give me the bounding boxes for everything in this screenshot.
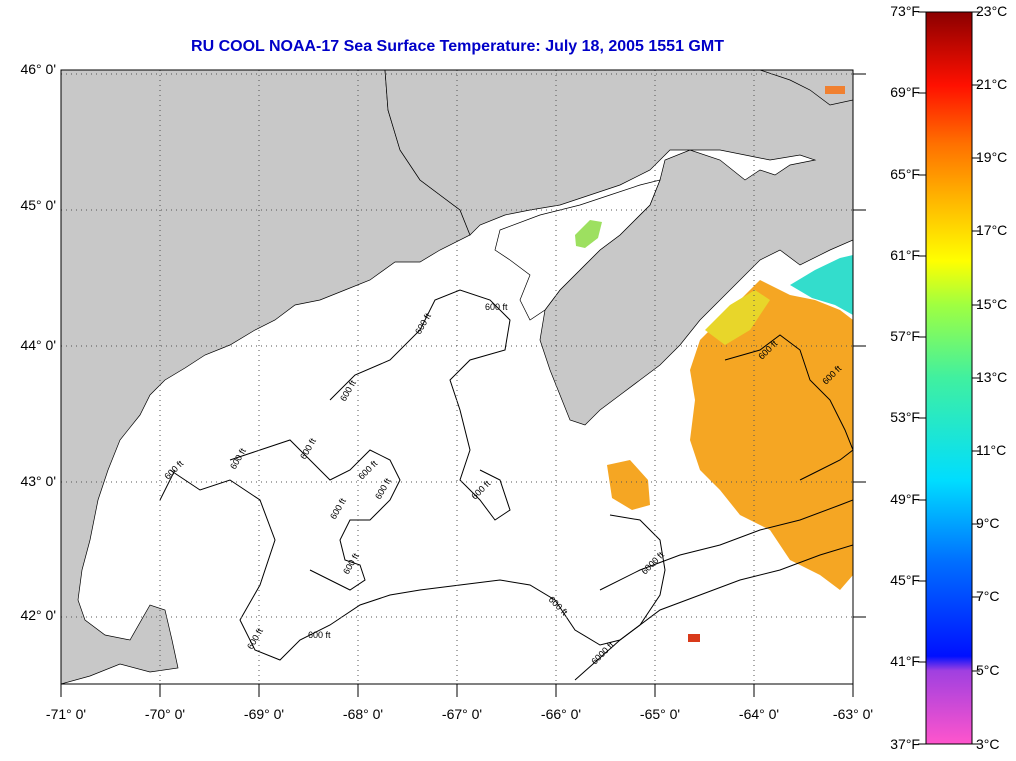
lon-label: -67° 0' xyxy=(441,706,483,722)
colorbar-f-label: 49°F xyxy=(890,491,920,507)
colorbar-f-label: 53°F xyxy=(890,409,920,425)
colorbar-f-label: 73°F xyxy=(890,3,920,19)
bathymetry-contours xyxy=(159,289,853,681)
sst-patch-warm xyxy=(690,280,853,590)
colorbar-f-label: 41°F xyxy=(890,653,920,669)
colorbar-c-label: 13°C xyxy=(976,369,1008,385)
colorbar-c-label: 5°C xyxy=(976,662,1000,678)
sst-patch-yellow xyxy=(705,290,770,345)
lon-label: -64° 0' xyxy=(738,706,780,722)
contour-600ft-banks xyxy=(229,439,401,591)
colorbar-ticks xyxy=(918,11,980,745)
lon-label: -63° 0' xyxy=(832,706,874,722)
lat-label: 43° 0' xyxy=(20,473,56,489)
lon-label: -69° 0' xyxy=(243,706,285,722)
contour-label: 600 ft xyxy=(485,302,508,312)
colorbar-f-label: 57°F xyxy=(890,328,920,344)
colorbar-f-label: 37°F xyxy=(890,736,920,752)
contour-600ft-shelf-edge xyxy=(599,499,853,591)
map-title: RU COOL NOAA-17 Sea Surface Temperature:… xyxy=(191,38,724,55)
bay-of-fundy xyxy=(494,179,661,321)
colorbar-c-label: 15°C xyxy=(976,296,1008,312)
lat-label: 45° 0' xyxy=(20,197,56,213)
land-maritimes xyxy=(384,70,853,426)
lon-label: -66° 0' xyxy=(540,706,582,722)
colorbar-c-label: 11°C xyxy=(976,442,1007,458)
contour-label: 600 ft xyxy=(308,630,331,640)
lon-label: -65° 0' xyxy=(639,706,681,722)
colorbar-c-label: 23°C xyxy=(976,3,1008,19)
colorbar-f-label: 65°F xyxy=(890,166,920,182)
colorbar-f-label: 69°F xyxy=(890,84,920,100)
contour-6000ft xyxy=(574,544,853,681)
contour-600ft-inner xyxy=(169,469,666,661)
colorbar-c-label: 19°C xyxy=(976,149,1008,165)
contour-600ft-east xyxy=(724,334,853,481)
contour-600ft-west xyxy=(159,469,176,501)
colorbar-c-label: 3°C xyxy=(976,736,1000,752)
lon-label: -68° 0' xyxy=(342,706,384,722)
colorbar-c-label: 17°C xyxy=(976,222,1008,238)
lat-label: 46° 0' xyxy=(20,61,56,77)
lon-label: -71° 0' xyxy=(45,706,87,722)
graticule xyxy=(61,70,853,684)
axis-ticks xyxy=(60,73,866,697)
colorbar xyxy=(925,11,973,745)
colorbar-f-label: 45°F xyxy=(890,572,920,588)
sst-patch-north xyxy=(825,86,845,94)
colorbar-f-label: 61°F xyxy=(890,247,920,263)
lat-label: 42° 0' xyxy=(20,607,56,623)
sst-patch-south xyxy=(607,460,650,510)
colorbar-c-label: 7°C xyxy=(976,588,1000,604)
sst-patch-red xyxy=(688,634,700,642)
land-cape-breton xyxy=(759,70,853,106)
colorbar-c-label: 9°C xyxy=(976,515,1000,531)
lon-label: -70° 0' xyxy=(144,706,186,722)
colorbar-c-label: 21°C xyxy=(976,76,1008,92)
lat-label: 44° 0' xyxy=(20,337,56,353)
sst-patch-fundy xyxy=(575,220,602,248)
sst-patch-cool xyxy=(790,255,853,315)
contour-600ft-basin xyxy=(329,289,511,521)
